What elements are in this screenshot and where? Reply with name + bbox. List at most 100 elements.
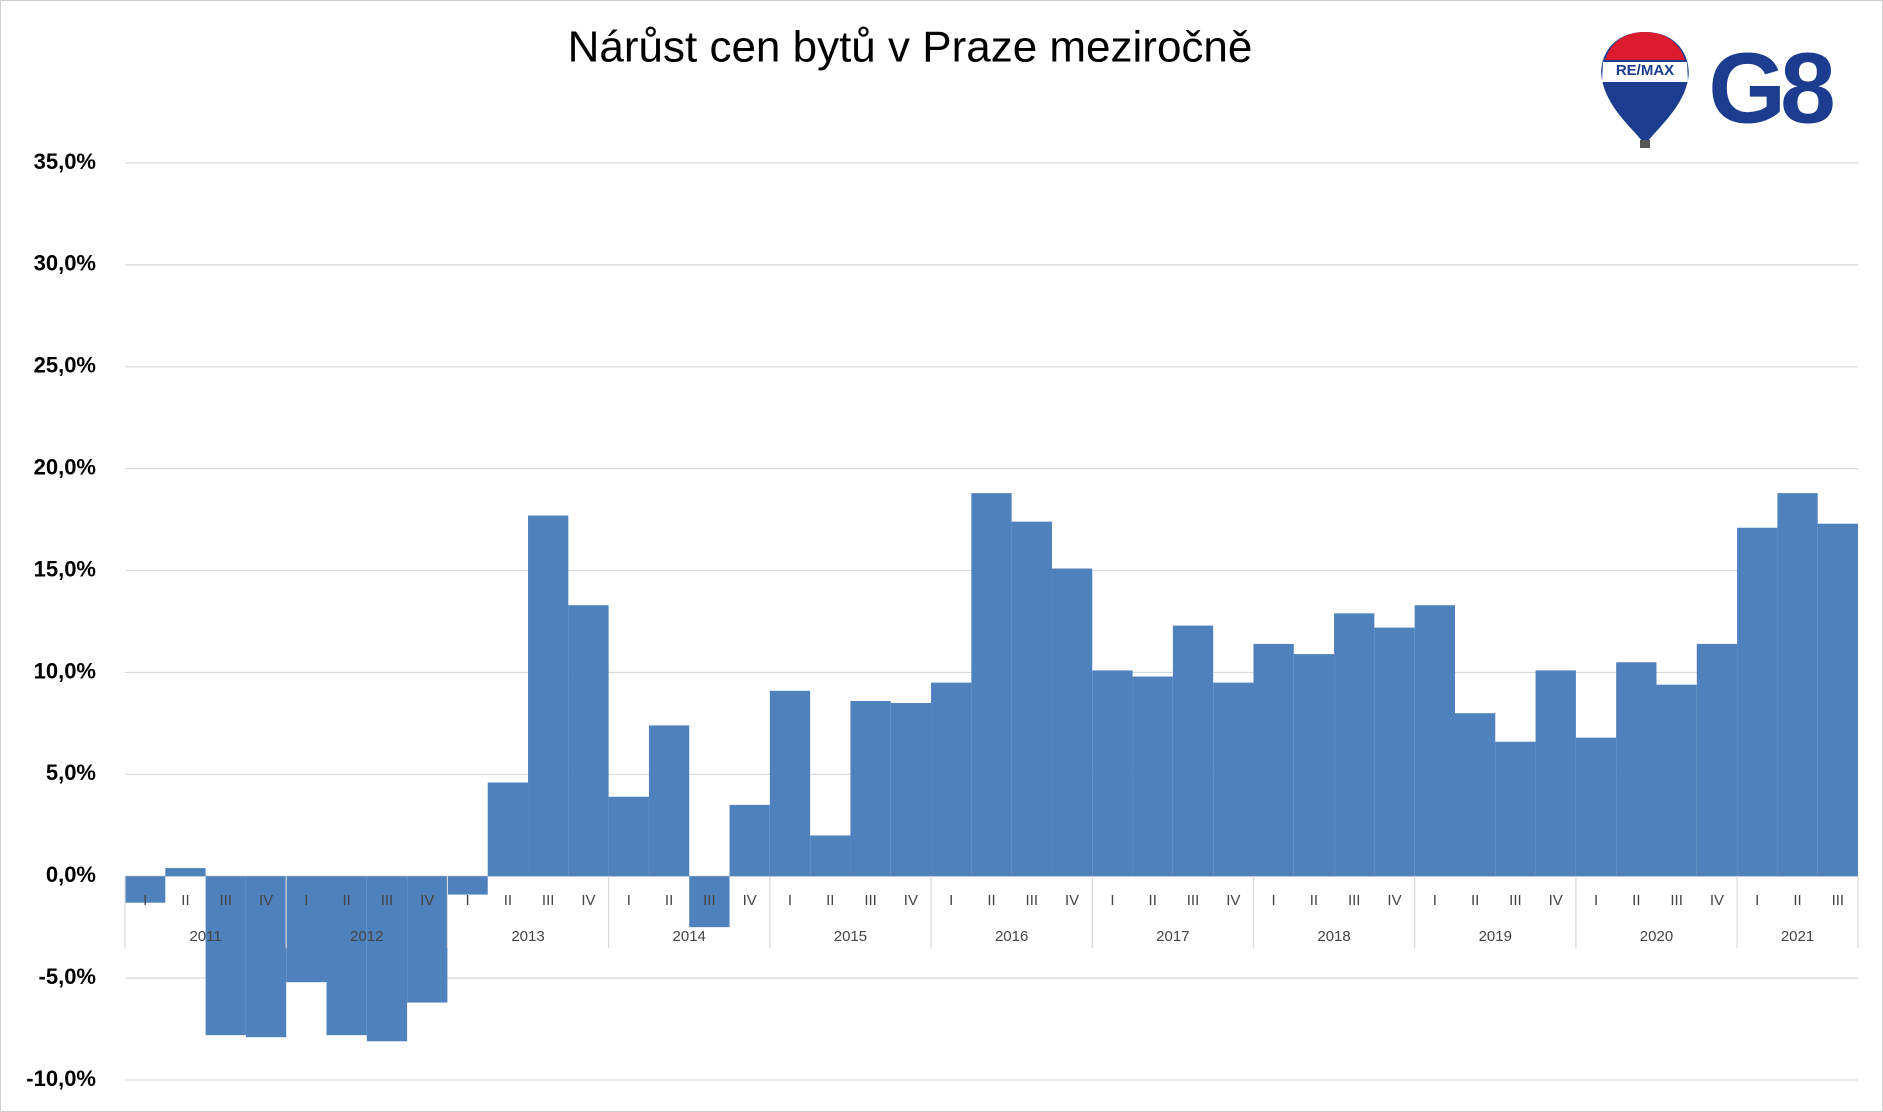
year-label: 2012 — [350, 928, 383, 945]
y-tick-label: 35,0% — [34, 149, 96, 174]
bar — [1293, 654, 1335, 877]
x-tick-label: IV — [1226, 892, 1240, 909]
bar — [1696, 643, 1738, 877]
x-tick-label: I — [1594, 892, 1598, 909]
x-tick-label: II — [342, 892, 350, 909]
bar — [1737, 527, 1778, 877]
balloon-band — [1602, 62, 1688, 82]
bar — [850, 700, 891, 877]
x-tick-label: I — [465, 892, 469, 909]
x-tick-label: III — [1187, 892, 1200, 909]
bar — [1172, 625, 1214, 877]
x-tick-label: III — [864, 892, 877, 909]
y-tick-label: 15,0% — [34, 556, 96, 581]
x-tick-label: III — [1026, 892, 1039, 909]
y-tick-label: 20,0% — [34, 454, 96, 479]
y-tick-label: -10,0% — [26, 1066, 96, 1091]
bar — [1334, 613, 1375, 877]
y-tick-label: 0,0% — [46, 862, 96, 887]
x-tick-label: IV — [1549, 892, 1563, 909]
x-tick-label: III — [219, 892, 232, 909]
bar — [971, 493, 1012, 877]
y-tick-label: 5,0% — [46, 760, 96, 785]
x-tick-label: II — [1310, 892, 1318, 909]
balloon-basket — [1640, 140, 1650, 148]
bar — [407, 876, 448, 1003]
bar — [1656, 684, 1697, 877]
bar — [931, 682, 972, 877]
x-tick-label: II — [987, 892, 995, 909]
bar — [568, 605, 609, 877]
x-tick-label: I — [788, 892, 792, 909]
bar — [1213, 682, 1254, 877]
x-tick-label: II — [504, 892, 512, 909]
bar — [326, 876, 367, 1036]
bar — [1253, 643, 1294, 877]
bar — [165, 868, 206, 877]
x-tick-label: IV — [581, 892, 595, 909]
y-tick-label: 25,0% — [34, 353, 96, 378]
year-label: 2015 — [834, 928, 867, 945]
x-tick-label: III — [1670, 892, 1683, 909]
x-tick-label: II — [826, 892, 834, 909]
bar — [487, 782, 529, 877]
bar — [245, 876, 287, 1038]
bar — [528, 515, 569, 877]
year-label: 2020 — [1640, 928, 1673, 945]
year-label: 2021 — [1781, 928, 1814, 945]
year-label: 2013 — [511, 928, 544, 945]
year-label: 2017 — [1156, 928, 1189, 945]
x-tick-label: III — [703, 892, 716, 909]
x-tick-label: II — [1149, 892, 1157, 909]
x-tick-label: I — [627, 892, 631, 909]
year-label: 2018 — [1317, 928, 1350, 945]
bar — [1414, 605, 1455, 877]
logo-office: G8 — [1708, 32, 1833, 144]
x-tick-label: IV — [904, 892, 918, 909]
y-tick-label: 30,0% — [34, 251, 96, 276]
bar — [125, 876, 166, 903]
x-tick-label: I — [1433, 892, 1437, 909]
x-tick-label: I — [1110, 892, 1114, 909]
x-tick-label: I — [143, 892, 147, 909]
year-label: 2016 — [995, 928, 1028, 945]
balloon-top — [1605, 32, 1685, 60]
x-tick-label: II — [181, 892, 189, 909]
y-tick-label: -5,0% — [39, 964, 96, 989]
x-tick-label: I — [1272, 892, 1276, 909]
bar — [205, 876, 246, 1036]
bar — [1616, 662, 1657, 877]
x-tick-label: IV — [1387, 892, 1401, 909]
bar — [1535, 670, 1576, 877]
logo: RE/MAX G8 — [1601, 32, 1839, 148]
x-tick-label: III — [1509, 892, 1522, 909]
x-tick-label: III — [542, 892, 555, 909]
x-tick-label: II — [1632, 892, 1640, 909]
bar — [1817, 523, 1858, 877]
year-label: 2014 — [673, 928, 706, 945]
x-tick-label: II — [665, 892, 673, 909]
bar — [608, 796, 649, 877]
bar — [890, 703, 932, 877]
x-tick-label: III — [381, 892, 394, 909]
bar — [447, 876, 488, 895]
bar — [1011, 521, 1052, 877]
bar — [1575, 737, 1617, 877]
bar — [1132, 676, 1173, 877]
bar — [729, 804, 770, 877]
balloon — [1601, 32, 1689, 145]
x-tick-label: II — [1793, 892, 1801, 909]
x-tick-label: I — [304, 892, 308, 909]
x-tick-label: I — [1755, 892, 1759, 909]
y-tick-label: 10,0% — [34, 658, 96, 683]
x-tick-label: II — [1471, 892, 1479, 909]
x-tick-label: I — [949, 892, 953, 909]
bar — [1051, 568, 1093, 877]
x-tick-label: III — [1832, 892, 1845, 909]
bar — [286, 876, 327, 983]
year-label: 2019 — [1479, 928, 1512, 945]
x-tick-label: IV — [420, 892, 434, 909]
bar — [1777, 493, 1818, 877]
year-label: 2011 — [189, 928, 221, 945]
